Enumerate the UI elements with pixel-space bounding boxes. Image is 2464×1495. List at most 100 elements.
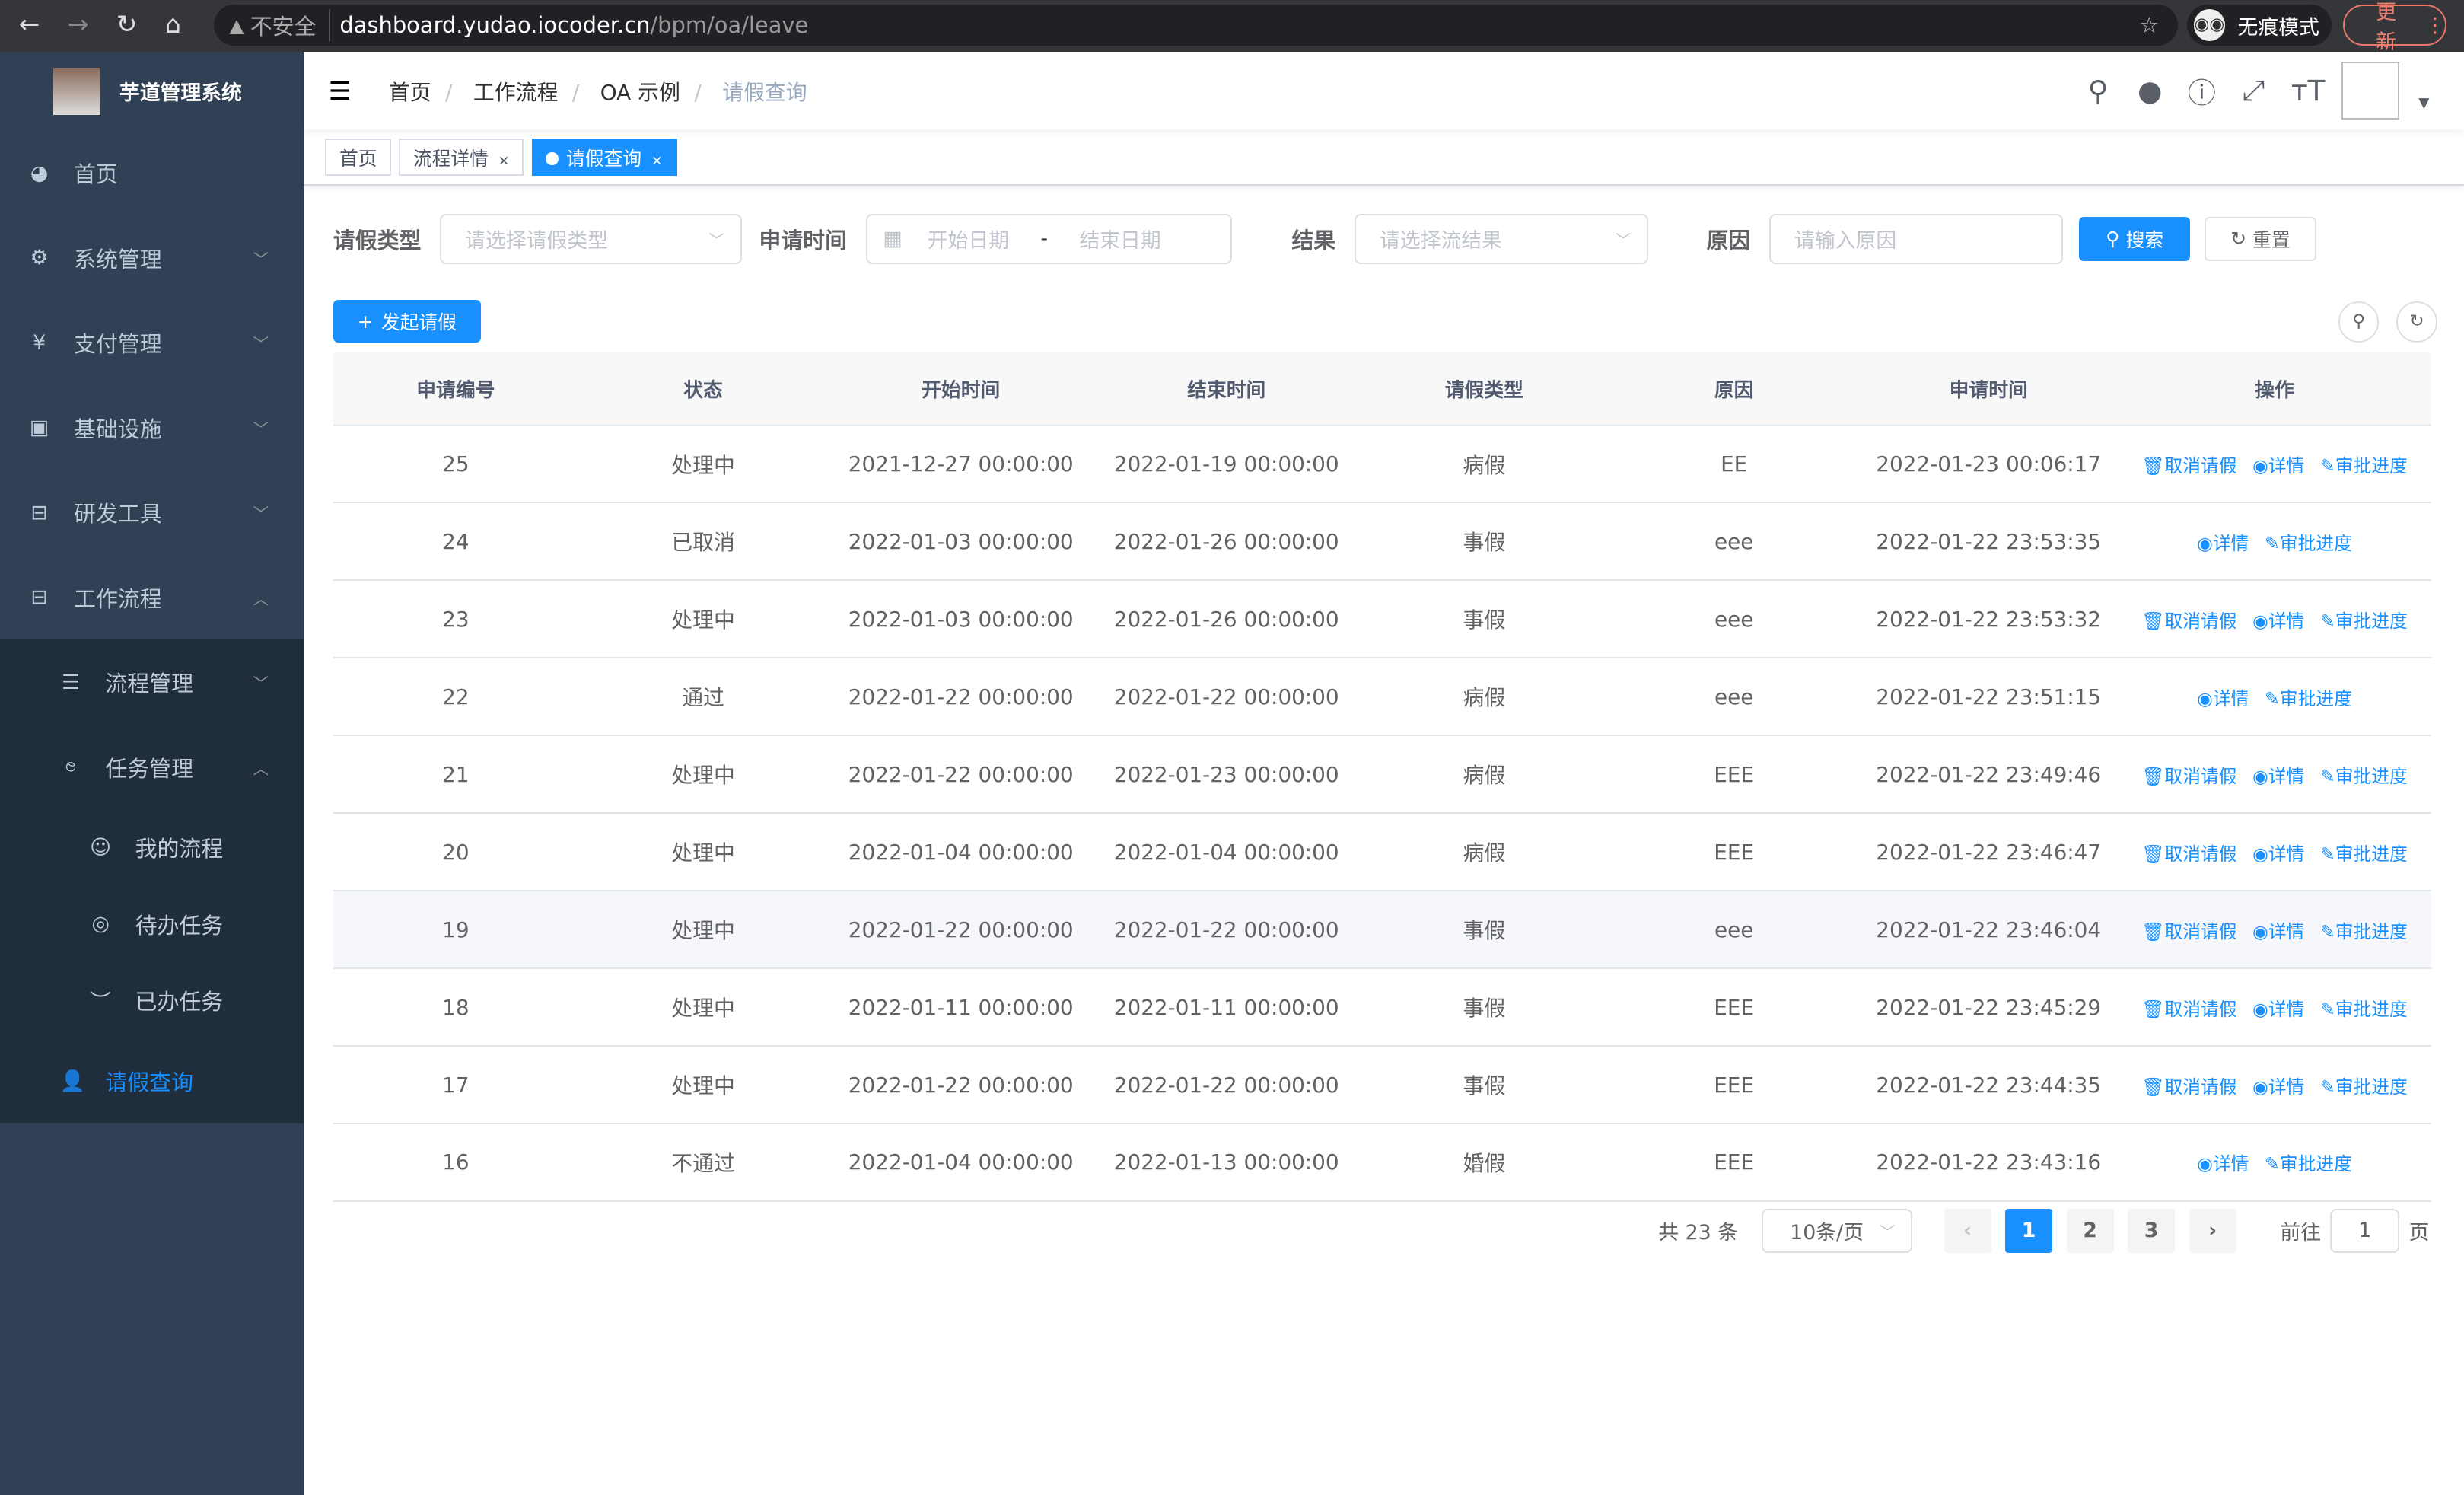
page-size-select[interactable]: 10条/页 ﹀: [1762, 1208, 1913, 1253]
github-icon[interactable]: ●: [2137, 73, 2163, 107]
add-leave-button[interactable]: + 发起请假: [333, 300, 481, 343]
page-3[interactable]: 3: [2128, 1208, 2176, 1253]
page-2[interactable]: 2: [2066, 1208, 2114, 1253]
table-cell: 2022-01-22 00:00:00: [828, 658, 1094, 737]
update-button[interactable]: 更新 ⋮: [2342, 1, 2447, 54]
progress-button[interactable]: ✎审批进度: [2320, 766, 2408, 787]
hamburger-icon[interactable]: ☰: [328, 76, 352, 107]
trash-icon: 🗑: [2141, 843, 2165, 865]
progress-button[interactable]: ✎审批进度: [2320, 999, 2408, 1020]
cancel-leave-button[interactable]: 🗑取消请假: [2141, 766, 2236, 787]
sidebar-item-my-process[interactable]: ☺ 我的流程: [0, 809, 304, 885]
forward-icon[interactable]: →: [67, 9, 89, 40]
action-label: 详情: [2212, 687, 2249, 709]
tab-process-detail[interactable]: 流程详情 ×: [399, 138, 524, 177]
tab-leave[interactable]: 请假查询 ×: [531, 138, 677, 177]
result-select[interactable]: 请选择流结果 ﹀: [1354, 213, 1649, 264]
detail-button[interactable]: ◉详情: [2252, 921, 2304, 942]
cancel-leave-button[interactable]: 🗑取消请假: [2141, 921, 2236, 942]
workflow-submenu: ☰ 流程管理 ﹀ ၔ 任务管理 ︿ ☺ 我的流程 ◎ 待办任务 ︶ 已办任务 👤 请假查询: [0, 639, 304, 1124]
cancel-leave-button[interactable]: 🗑取消请假: [2141, 843, 2236, 865]
cancel-leave-button[interactable]: 🗑取消请假: [2141, 1076, 2236, 1098]
sidebar-item-todo[interactable]: ◎ 待办任务: [0, 886, 304, 962]
sidebar-item-task-mgmt[interactable]: ၔ 任务管理 ︿: [0, 725, 304, 810]
toggle-search-button[interactable]: ⚲: [2338, 301, 2380, 343]
action-label: 取消请假: [2164, 998, 2237, 1020]
breadcrumb-item[interactable]: 首页: [388, 79, 431, 105]
caret-down-icon[interactable]: ▼: [2418, 94, 2430, 111]
sidebar-item-process-mgmt[interactable]: ☰ 流程管理 ﹀: [0, 639, 304, 725]
tab-home[interactable]: 首页: [325, 138, 392, 177]
table-row: 20 处理中 2022-01-04 00:00:00 2022-01-04 00:00…: [333, 813, 2431, 892]
close-icon[interactable]: ×: [498, 152, 510, 169]
sidebar-item-system[interactable]: ⚙ 系统管理 ﹀: [0, 215, 304, 301]
reset-button[interactable]: ↻ 重置: [2205, 216, 2316, 261]
chevron-down-icon: ﹀: [1615, 231, 1632, 250]
detail-button[interactable]: ◉详情: [2197, 533, 2249, 554]
progress-button[interactable]: ✎审批进度: [2265, 533, 2352, 554]
cancel-leave-button[interactable]: 🗑取消请假: [2141, 455, 2236, 477]
reload-icon[interactable]: ↻: [116, 9, 138, 40]
cancel-leave-button[interactable]: 🗑取消请假: [2141, 999, 2236, 1020]
back-icon[interactable]: ←: [18, 9, 40, 40]
breadcrumb-item[interactable]: 工作流程: [473, 79, 559, 105]
home-icon[interactable]: ⌂: [164, 9, 181, 40]
progress-button[interactable]: ✎审批进度: [2320, 455, 2408, 477]
sidebar-item-home[interactable]: ◕ 首页: [0, 130, 304, 215]
detail-button[interactable]: ◉详情: [2252, 766, 2304, 787]
sidebar-item-leave[interactable]: 👤 请假查询: [0, 1038, 304, 1124]
goto-page-input[interactable]: 1: [2330, 1208, 2400, 1253]
prev-page-button[interactable]: ‹: [1944, 1208, 1991, 1253]
eye-icon: ◉: [2252, 765, 2268, 787]
table-cell: 17: [333, 1046, 578, 1124]
detail-button[interactable]: ◉详情: [2197, 1153, 2249, 1175]
search-button[interactable]: ⚲ 搜索: [2078, 216, 2191, 261]
font-size-icon[interactable]: ᴛT: [2291, 73, 2326, 107]
fullscreen-icon[interactable]: ⤢: [2242, 73, 2265, 107]
detail-button[interactable]: ◉详情: [2252, 843, 2304, 865]
reason-input[interactable]: 请输入原因: [1769, 213, 2064, 264]
table-cell: 2022-01-22 00:00:00: [1094, 658, 1360, 737]
table-cell: 2022-01-04 00:00:00: [1094, 813, 1360, 892]
sidebar-item-pay[interactable]: ¥ 支付管理 ﹀: [0, 300, 304, 385]
progress-button[interactable]: ✎审批进度: [2320, 1076, 2408, 1098]
star-icon[interactable]: ☆: [2139, 12, 2160, 39]
leave-type-select[interactable]: 请选择请假类型 ﹀: [440, 213, 742, 264]
cancel-leave-button[interactable]: 🗑取消请假: [2141, 610, 2236, 632]
help-icon[interactable]: ⓘ: [2187, 75, 2216, 110]
breadcrumb-item[interactable]: OA 示例: [600, 79, 680, 105]
search-icon[interactable]: ⚲: [2087, 73, 2109, 107]
sidebar-logo[interactable]: 芋道管理系统: [0, 52, 304, 130]
table-cell: 事假: [1359, 580, 1609, 659]
detail-button[interactable]: ◉详情: [2252, 610, 2304, 632]
breadcrumb-current: 请假查询: [722, 79, 807, 105]
action-label: 审批进度: [2279, 532, 2352, 554]
table-row: 17 处理中 2022-01-22 00:00:00 2022-01-22 00:00…: [333, 1046, 2431, 1124]
dashboard-icon: ◕: [30, 161, 49, 185]
detail-button[interactable]: ◉详情: [2252, 999, 2304, 1020]
progress-button[interactable]: ✎审批进度: [2320, 610, 2408, 632]
detail-button[interactable]: ◉详情: [2252, 1076, 2304, 1098]
leave-table: 申请编号 状态 开始时间 结束时间 请假类型 原因 申请时间 操作 25 处理中 2021-12-…: [333, 352, 2431, 1202]
tab-label: 请假查询: [566, 147, 642, 170]
edit-icon: ✎: [2265, 687, 2280, 709]
address-bar[interactable]: ▲ 不安全 dashboard.yudao.iocoder.cn/bpm/oa/…: [213, 5, 2179, 46]
detail-button[interactable]: ◉详情: [2252, 455, 2304, 477]
incognito-badge[interactable]: ◉◉ 无痕模式: [2187, 5, 2332, 46]
next-page-button[interactable]: ›: [2189, 1208, 2236, 1253]
avatar[interactable]: [2341, 61, 2400, 120]
page-1[interactable]: 1: [2005, 1208, 2053, 1253]
progress-button[interactable]: ✎审批进度: [2320, 843, 2408, 865]
progress-button[interactable]: ✎审批进度: [2265, 688, 2352, 709]
refresh-button[interactable]: ↻: [2396, 301, 2437, 343]
sidebar-item-done[interactable]: ︶ 已办任务: [0, 962, 304, 1038]
close-icon[interactable]: ×: [651, 152, 664, 169]
sidebar-item-devtools[interactable]: ⊟ 研发工具 ﹀: [0, 470, 304, 555]
table-cell: 处理中: [578, 580, 829, 659]
detail-button[interactable]: ◉详情: [2197, 688, 2249, 709]
date-range-picker[interactable]: ▦ 开始日期 - 结束日期: [865, 213, 1232, 264]
sidebar-item-infra[interactable]: ▣ 基础设施 ﹀: [0, 385, 304, 470]
sidebar-item-workflow[interactable]: ⊟ 工作流程 ︿: [0, 555, 304, 640]
progress-button[interactable]: ✎审批进度: [2320, 921, 2408, 942]
progress-button[interactable]: ✎审批进度: [2265, 1153, 2352, 1175]
